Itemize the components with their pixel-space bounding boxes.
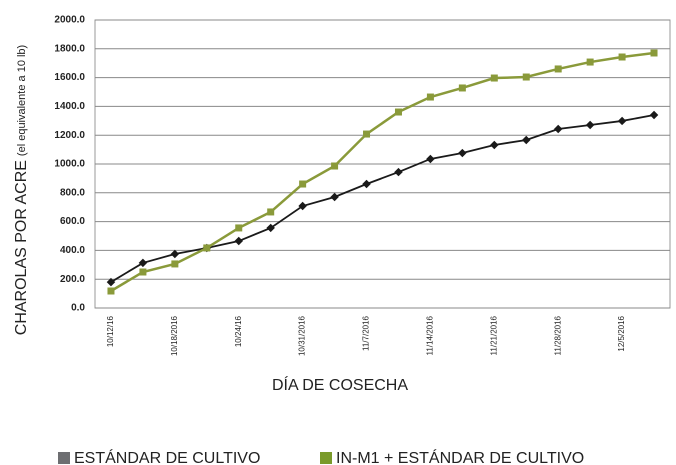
point-marker — [394, 108, 402, 116]
point-marker — [490, 74, 498, 82]
legend-label: ESTÁNDAR DE CULTIVO — [74, 448, 260, 465]
point-marker — [362, 179, 371, 189]
point-marker — [363, 130, 371, 138]
point-marker — [138, 258, 148, 268]
y-tick-label: 0.0 — [71, 303, 85, 314]
x-tick-label: 11/21/2016 — [489, 315, 498, 355]
legend-swatch — [320, 452, 332, 464]
point-marker — [330, 192, 339, 202]
y-tick-label: 2000.0 — [54, 15, 85, 26]
point-marker — [522, 73, 530, 81]
y-tick-label: 600.0 — [60, 216, 85, 227]
y-tick-label: 200.0 — [60, 274, 85, 285]
point-marker — [299, 180, 307, 188]
y-tick-label: 400.0 — [60, 245, 85, 256]
y-axis-title-note: (el equivalente a 10 lb) — [16, 45, 28, 156]
point-marker — [490, 140, 499, 150]
point-marker — [170, 249, 180, 259]
point-marker — [298, 201, 307, 211]
x-tick-label: 10/31/2016 — [298, 315, 307, 356]
point-marker — [650, 49, 658, 57]
y-tick-label: 1200.0 — [54, 130, 85, 141]
x-tick-label: 11/28/2016 — [553, 315, 562, 355]
y-axis-title: CHAROLAS POR ACRE (el equivalente a 10 lb… — [13, 45, 30, 335]
legend-label: IN-M1 + ESTÁNDAR DE CULTIVO — [336, 448, 584, 465]
x-tick-label: 11/7/2016 — [362, 315, 371, 351]
point-marker — [426, 154, 435, 164]
point-marker — [235, 224, 243, 232]
x-tick-label: 10/24/16 — [234, 315, 243, 347]
y-tick-label: 1000.0 — [54, 159, 85, 170]
x-tick-label: 12/5/2016 — [617, 315, 626, 351]
point-marker — [458, 84, 466, 92]
x-tick-label: 10/12/16 — [106, 315, 115, 347]
point-marker — [458, 148, 467, 158]
legend-swatch — [58, 452, 70, 464]
point-marker — [331, 162, 339, 170]
x-tick-label: 11/14/2016 — [426, 315, 435, 355]
y-tick-label: 1400.0 — [54, 101, 85, 112]
point-marker — [554, 65, 562, 73]
y-tick-label: 800.0 — [60, 187, 85, 198]
series-line — [110, 114, 655, 283]
y-axis-title-main: CHAROLAS POR ACRE — [13, 160, 30, 335]
point-marker — [234, 236, 243, 246]
point-marker — [586, 58, 594, 66]
point-marker — [203, 244, 211, 252]
x-axis-title: DÍA DE COSECHA — [272, 375, 408, 394]
point-marker — [107, 287, 115, 295]
series-line — [110, 51, 655, 293]
point-marker — [618, 53, 626, 61]
y-tick-label: 1800.0 — [54, 43, 85, 54]
point-marker — [139, 268, 147, 276]
point-marker — [267, 208, 275, 216]
point-marker — [394, 167, 403, 177]
point-marker — [171, 260, 179, 268]
point-marker — [426, 93, 434, 101]
point-marker — [106, 277, 116, 287]
x-tick-label: 10/18/2016 — [170, 315, 179, 356]
point-marker — [266, 223, 275, 233]
y-tick-label: 1600.0 — [54, 72, 85, 83]
